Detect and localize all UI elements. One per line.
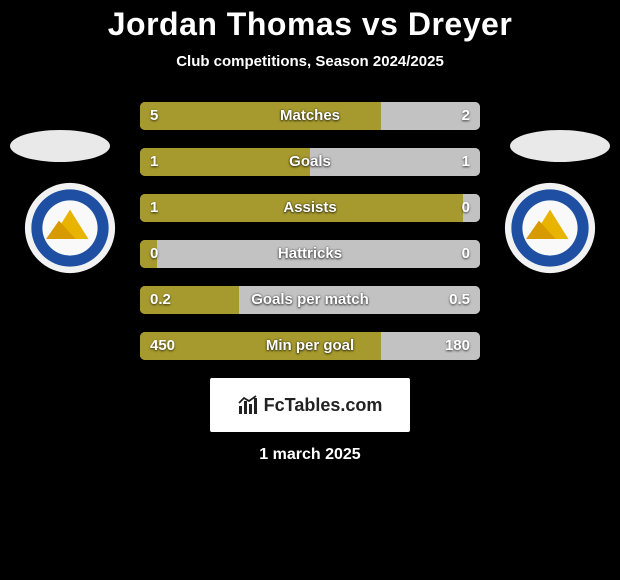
- stat-bar-left: [140, 194, 463, 222]
- stat-value-right: 0: [452, 240, 480, 268]
- stat-value-left: 450: [140, 332, 185, 360]
- player-shadow-left: [10, 130, 110, 162]
- stat-row: 0.20.5Goals per match: [140, 286, 480, 314]
- stat-row: 52Matches: [140, 102, 480, 130]
- stats-bars: 52Matches11Goals10Assists00Hattricks0.20…: [140, 86, 480, 360]
- stat-value-left: 1: [140, 148, 168, 176]
- brand-text: FcTables.com: [264, 395, 383, 416]
- chart-icon: [238, 395, 258, 415]
- player-shadow-right: [510, 130, 610, 162]
- stat-value-left: 0.2: [140, 286, 181, 314]
- brand-prefix: Fc: [264, 395, 285, 415]
- stat-row: 0 0Hattricks: [140, 240, 480, 268]
- brand-suffix: Tables.com: [285, 395, 383, 415]
- page-title: Jordan Thomas vs Dreyer: [0, 6, 620, 43]
- stat-row: 11Goals: [140, 148, 480, 176]
- stat-row: 10Assists: [140, 194, 480, 222]
- subtitle: Club competitions, Season 2024/2025: [0, 53, 620, 70]
- date-label: 1 march 2025: [0, 446, 620, 464]
- stat-value-right: 0.5: [439, 286, 480, 314]
- club-badge-right: [504, 182, 596, 274]
- stat-value-left: 0: [140, 240, 168, 268]
- brand-logo: FcTables.com: [210, 378, 410, 432]
- stat-value-right: 180: [435, 332, 480, 360]
- stat-value-left: 5: [140, 102, 168, 130]
- stat-bar-left: [140, 102, 381, 130]
- club-badge-left: [24, 182, 116, 274]
- stat-value-right: 2: [452, 102, 480, 130]
- stat-label: Hattricks: [140, 240, 480, 268]
- stat-row: 450180Min per goal: [140, 332, 480, 360]
- stat-value-right: 1: [452, 148, 480, 176]
- stat-value-right: 0: [452, 194, 480, 222]
- stat-value-left: 1: [140, 194, 168, 222]
- comparison-card: Jordan Thomas vs Dreyer Club competition…: [0, 6, 620, 580]
